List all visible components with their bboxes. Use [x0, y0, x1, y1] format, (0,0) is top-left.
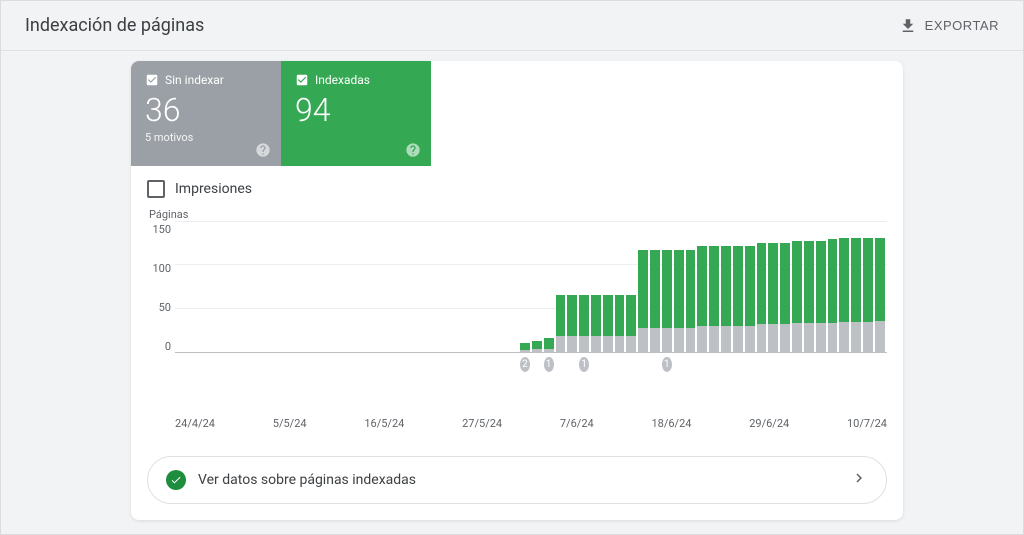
event-marker[interactable]: 1	[544, 357, 554, 372]
summary-tiles: Sin indexar 36 5 motivos Indexadas 94	[131, 61, 903, 166]
bar	[768, 243, 778, 352]
checkbox-checked-icon	[145, 73, 159, 87]
xtick: 29/6/24	[749, 417, 789, 430]
bar	[816, 241, 826, 352]
bar	[556, 295, 566, 352]
bar	[638, 250, 648, 352]
bar	[579, 295, 589, 352]
ytick: 150	[147, 223, 171, 236]
impresiones-toggle[interactable]: Impresiones	[131, 166, 903, 204]
page-title: Indexación de páginas	[25, 15, 204, 36]
checkbox-unchecked-icon	[147, 180, 165, 198]
chart-ylabel: Páginas	[149, 208, 887, 221]
ytick: 100	[147, 262, 171, 275]
xtick: 18/6/24	[651, 417, 691, 430]
chart-yaxis: 150 100 50 0	[147, 223, 175, 353]
bar	[591, 295, 601, 352]
ytick: 50	[147, 301, 171, 314]
bar	[792, 241, 802, 352]
bar	[757, 243, 767, 352]
xtick: 7/6/24	[560, 417, 594, 430]
event-marker[interactable]: 2	[520, 357, 530, 372]
checkbox-checked-icon	[295, 73, 309, 87]
event-marker[interactable]: 1	[662, 357, 672, 372]
bar	[863, 238, 873, 352]
help-icon[interactable]	[255, 142, 271, 158]
bar	[650, 250, 660, 352]
check-circle-icon	[166, 470, 186, 490]
bar	[674, 250, 684, 352]
export-button[interactable]: EXPORTAR	[899, 17, 999, 35]
bar	[875, 238, 885, 352]
bar	[567, 295, 577, 352]
tile-not-indexed-value: 36	[145, 91, 267, 129]
xtick: 24/4/24	[175, 417, 215, 430]
chart-plot: 2111	[175, 223, 887, 353]
bar	[697, 246, 707, 352]
chevron-right-icon	[850, 469, 868, 491]
tile-not-indexed-sub: 5 motivos	[145, 131, 267, 144]
bar	[804, 241, 814, 352]
help-icon[interactable]	[405, 142, 421, 158]
bar	[544, 338, 554, 352]
bar	[839, 238, 849, 352]
bar	[520, 343, 530, 352]
export-label: EXPORTAR	[925, 18, 999, 33]
bar	[615, 295, 625, 352]
bar	[745, 246, 755, 352]
chart-xaxis: 24/4/24 5/5/24 16/5/24 27/5/24 7/6/24 18/6/24…	[147, 393, 887, 438]
bar	[662, 250, 672, 352]
tile-not-indexed-label: Sin indexar	[165, 73, 224, 87]
bar	[603, 295, 613, 352]
bar	[721, 246, 731, 352]
bar	[686, 250, 696, 352]
xtick: 5/5/24	[273, 417, 307, 430]
bar	[709, 246, 719, 352]
xtick: 10/7/24	[847, 417, 887, 430]
bar	[532, 341, 542, 352]
tile-indexed[interactable]: Indexadas 94	[281, 61, 431, 166]
bar	[851, 238, 861, 352]
impresiones-label: Impresiones	[175, 181, 252, 197]
xtick: 27/5/24	[462, 417, 502, 430]
bar	[780, 243, 790, 352]
bar	[733, 246, 743, 352]
xtick: 16/5/24	[364, 417, 404, 430]
tile-indexed-value: 94	[295, 91, 417, 129]
event-marker[interactable]: 1	[579, 357, 589, 372]
chart: 150100500 2111	[147, 223, 887, 393]
bar	[626, 295, 636, 352]
tile-not-indexed[interactable]: Sin indexar 36 5 motivos	[131, 61, 281, 166]
bar	[828, 239, 838, 352]
footer-label: Ver datos sobre páginas indexadas	[198, 472, 416, 488]
download-icon	[899, 17, 917, 35]
view-indexed-data-row[interactable]: Ver datos sobre páginas indexadas	[147, 456, 887, 504]
tile-indexed-label: Indexadas	[315, 73, 370, 87]
ytick: 0	[147, 340, 171, 353]
index-card: Sin indexar 36 5 motivos Indexadas 94 Im…	[131, 61, 903, 520]
